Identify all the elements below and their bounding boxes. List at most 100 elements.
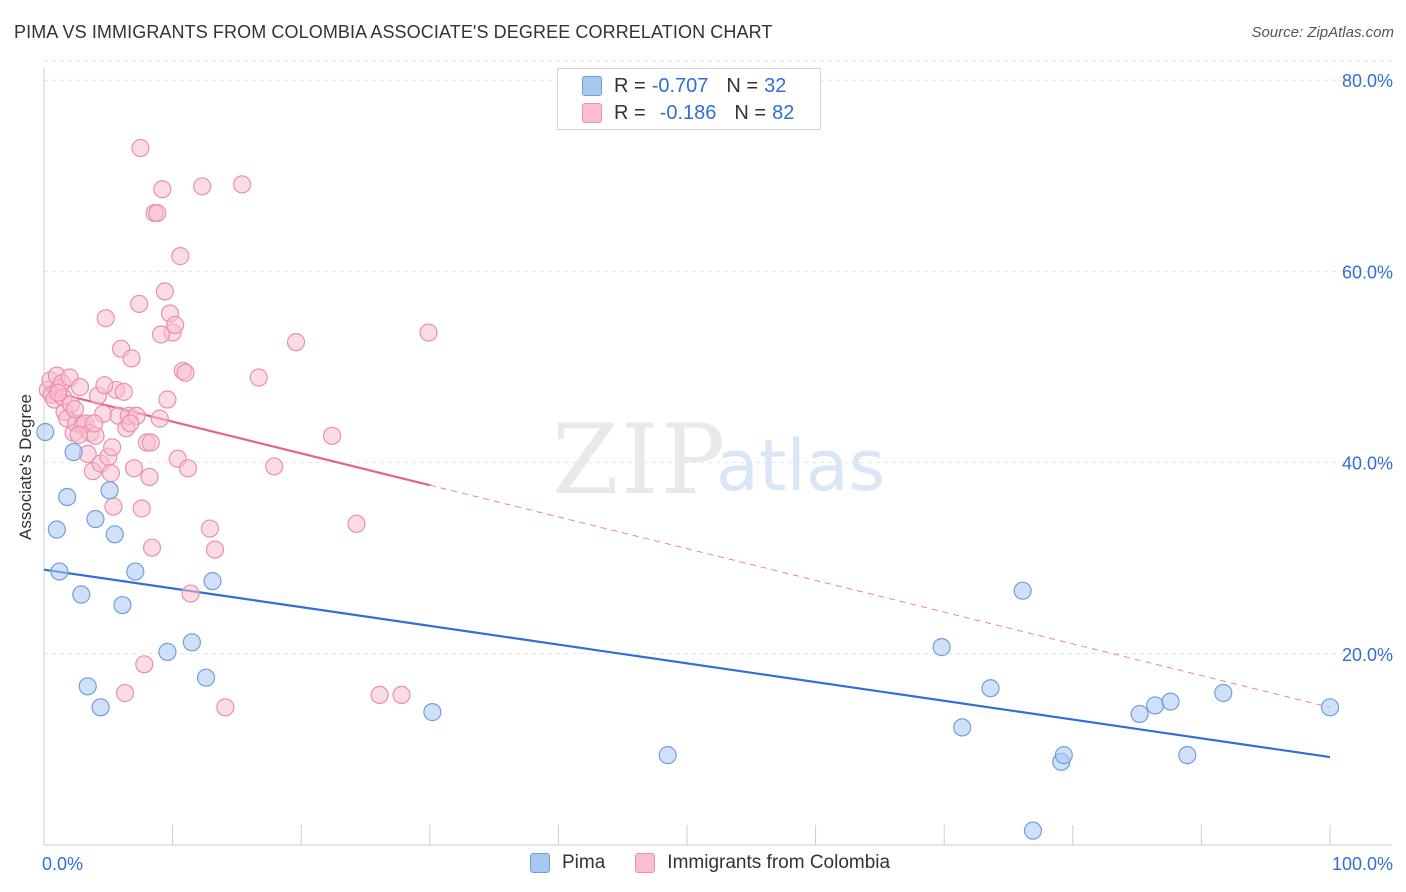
y-tick-label: 40.0% [1342,454,1393,474]
pima-point [86,509,105,529]
pima-point [158,642,177,661]
pima-point [50,562,69,581]
colombia-point [151,325,171,344]
colombia-point [232,175,252,194]
colombia-point [370,685,389,705]
pima-point [91,698,110,717]
colombia-point [347,514,366,533]
colombia-point [114,382,133,401]
pima-point [47,520,66,539]
colombia-point [141,433,160,452]
y-tick-label: 20.0% [1342,645,1393,665]
colombia-point [200,519,219,538]
pima-point [203,572,222,591]
pima-point [658,746,677,765]
y-tick-label: 80.0% [1342,71,1393,91]
pima-point [1214,683,1233,703]
pima-point [953,718,972,737]
pima-point [1320,698,1340,717]
colombia-point [181,584,200,603]
series-legend-item-pima: Pima [530,852,605,874]
colombia-point [135,655,154,674]
y-axis-label: Associate's Degree [16,394,35,540]
watermark-zip: ZIP [552,404,727,516]
colombia-point [176,363,195,382]
colombia-point [171,247,190,266]
pima-point [1130,704,1149,724]
colombia-trendline-solid [43,388,431,487]
colombia-point [150,409,169,428]
colombia-trendline-dashed [429,484,1331,708]
pima-point [105,525,124,544]
pima-trendline [43,568,1331,759]
legend-row-pima: R = -0.707 N = 32 [582,74,786,98]
pima-point [58,487,77,507]
colombia-point [216,698,235,717]
colombia-point [131,138,150,158]
pima-point [981,679,1000,698]
legend-swatch-colombia [582,103,602,123]
pima-point [1054,746,1073,765]
pima-point [1161,692,1180,711]
legend-n-value: 82 [772,101,795,124]
colombia-point [65,399,84,419]
colombia-point [95,376,114,395]
colombia-point [69,425,88,444]
colombia-point [70,377,90,397]
colombia-point [166,315,185,335]
legend-r-label: R = [614,101,646,124]
pima-point [423,703,442,722]
correlation-legend: R = -0.707 N = 32 R = -0.186 N = 82 [557,68,821,130]
colombia-point [124,459,144,478]
series-legend-item-colombia: Immigrants from Colombia [635,852,890,874]
colombia-point [249,368,268,387]
watermark-atlas: atlas [716,425,885,507]
legend-r-label: R = [614,74,646,97]
series-swatch-colombia [635,853,656,873]
colombia-point [205,540,225,559]
colombia-point [155,282,174,301]
pima-point [64,442,83,462]
series-legend-label: Pima [562,852,606,873]
pima-point [113,595,132,615]
colombia-point [142,538,162,557]
colombia-point [178,459,198,478]
colombia-point [158,390,177,409]
colombia-point [115,683,135,703]
colombia-point [322,426,342,445]
colombia-point [101,464,120,483]
legend-n-label: N = [726,74,759,97]
legend-r-value: -0.707 [651,74,709,97]
colombia-point [140,467,159,487]
pima-point [126,562,145,581]
colombia-point [419,323,438,342]
x-tick-label: 100.0% [1332,854,1393,874]
colombia-point [286,333,306,352]
pima-point [1146,696,1165,715]
pima-point [72,585,91,604]
legend-r-value: -0.186 [659,101,717,124]
colombia-point [153,180,172,199]
pima-point [196,668,216,687]
colombia-point [148,203,167,223]
colombia-point [85,414,104,433]
colombia-point [96,309,115,328]
pima-point [182,633,201,652]
pima-point [78,677,97,696]
y-tick-label: 60.0% [1342,262,1393,282]
chart-title: PIMA VS IMMIGRANTS FROM COLOMBIA ASSOCIA… [14,22,773,42]
series-legend-label: Immigrants from Colombia [667,852,891,873]
legend-row-colombia: R = -0.186 N = 82 [582,101,794,125]
x-tick-label: 0.0% [42,854,83,874]
colombia-point [104,497,123,516]
legend-n-value: 32 [764,74,787,97]
legend-swatch-pima [582,76,602,96]
legend-n-label: N = [734,101,767,124]
pima-point [1023,821,1043,840]
colombia-point [121,414,140,433]
chart-source: Source: ZipAtlas.com [1251,24,1394,41]
colombia-point [132,499,151,518]
colombia-point [130,294,149,314]
series-swatch-pima [530,853,550,873]
colombia-point [265,457,284,476]
